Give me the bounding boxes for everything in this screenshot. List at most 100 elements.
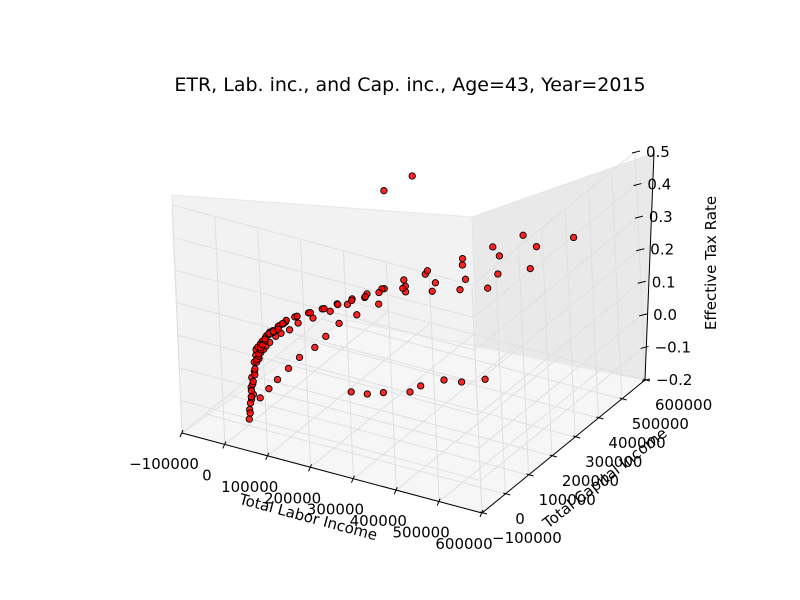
data-point	[428, 287, 436, 295]
data-point	[347, 388, 355, 396]
y-gridline-wall	[541, 227, 553, 457]
y-gridline-wall	[587, 189, 599, 419]
data-point	[247, 387, 256, 395]
y-gridline-floor	[298, 337, 599, 419]
y-gridline-floor	[321, 318, 622, 400]
data-point	[249, 377, 257, 386]
x-gridline-wall	[428, 273, 440, 502]
data-point	[375, 300, 383, 308]
x-tick-mark	[222, 441, 227, 449]
y-tick-label: 200000	[562, 472, 619, 490]
data-point	[458, 254, 467, 263]
x-tick-label: 400000	[350, 512, 407, 530]
y-gridline-wall	[611, 170, 623, 400]
y-tick-label: −100000	[492, 529, 562, 547]
data-point	[347, 296, 356, 305]
x-tick-mark	[265, 452, 270, 461]
z-tick-label: 0.2	[650, 241, 674, 259]
z-gridline-back	[478, 314, 643, 449]
z-tick-mark	[636, 248, 645, 252]
x-tick-mark	[479, 509, 484, 518]
z-gridline-back	[473, 184, 637, 318]
data-point	[251, 365, 259, 373]
z-tick-label: −0.2	[656, 371, 692, 389]
z-tick-mark	[631, 150, 641, 154]
x-gridline-wall	[385, 262, 397, 491]
data-point	[532, 243, 541, 251]
data-point	[457, 378, 466, 386]
y-tick-mark	[526, 473, 534, 477]
y-gridline-floor	[228, 394, 529, 476]
z-tick-mark	[641, 378, 651, 382]
x-gridline-wall	[342, 250, 354, 479]
x-gridline-wall	[214, 216, 226, 445]
x-tick-label: 100000	[221, 478, 278, 496]
data-point	[380, 187, 388, 195]
data-point	[246, 409, 254, 417]
y-tick-mark	[596, 416, 604, 420]
x-tick-mark	[436, 498, 441, 506]
tick-labels: −100000010000020000030000040000050000060…	[129, 143, 712, 553]
y-tick-mark	[479, 511, 488, 515]
y-gridline-wall	[634, 151, 646, 381]
x-tick-label: 600000	[435, 535, 492, 553]
x-tick-label: 300000	[307, 501, 364, 519]
x-gridline-floor	[438, 368, 603, 502]
z-tick-label: 0.5	[646, 143, 670, 161]
z-gridline-left	[176, 302, 477, 384]
y-gridline-wall	[564, 208, 576, 438]
y-gridline-wall	[494, 265, 506, 495]
z-gridline-back	[475, 249, 640, 384]
y-gridline-floor	[251, 375, 552, 457]
data-point	[293, 312, 301, 320]
data-point	[294, 319, 302, 327]
data-point	[311, 343, 319, 352]
data-point	[320, 305, 328, 313]
data-point	[481, 375, 489, 383]
data-point	[278, 319, 287, 328]
data-point	[400, 276, 408, 284]
data-point	[246, 399, 255, 407]
z-tick-label: 0.4	[647, 176, 671, 194]
z-gridline-left	[173, 237, 474, 319]
chart-title: ETR, Lab. inc., and Cap. inc., Age=43, Y…	[174, 74, 645, 96]
data-point	[273, 375, 282, 384]
data-point	[456, 286, 464, 294]
data-point	[408, 172, 416, 180]
y-tick-mark	[549, 454, 557, 458]
data-point	[489, 243, 497, 251]
data-point	[285, 326, 294, 334]
x-gridline-wall	[171, 204, 183, 434]
x-axis-line	[181, 432, 483, 514]
z-gridline-back	[477, 281, 642, 416]
data-point	[417, 382, 425, 390]
data-point	[256, 394, 264, 402]
data-point	[326, 307, 334, 315]
data-point	[361, 292, 369, 301]
z-tick-mark	[634, 215, 643, 219]
data-point	[440, 376, 448, 384]
y-gridline-floor	[275, 356, 576, 438]
data-point	[526, 264, 534, 273]
y-tick-label: 300000	[585, 453, 642, 471]
z-tick-mark	[640, 345, 649, 349]
data-point	[461, 275, 470, 283]
z-tick-mark	[639, 313, 648, 317]
y-tick-mark	[573, 435, 581, 439]
y-gridline-floor	[205, 413, 506, 495]
data-point	[494, 270, 502, 278]
z-gridline-left	[171, 204, 473, 286]
data-point	[322, 332, 330, 341]
z-gridline-back	[480, 347, 644, 481]
y-tick-label: 100000	[539, 491, 596, 509]
data-point	[495, 252, 504, 260]
x-tick-label: 200000	[264, 489, 321, 507]
x-tick-label: 500000	[393, 524, 450, 542]
z-axis-label: Effective Tax Rate	[702, 196, 720, 330]
data-point	[375, 288, 383, 297]
y-gridline-floor	[344, 299, 646, 381]
x-tick-label: 0	[202, 466, 212, 484]
data-point	[353, 311, 361, 319]
data-points	[245, 172, 578, 423]
z-tick-label: 0.0	[653, 306, 677, 324]
